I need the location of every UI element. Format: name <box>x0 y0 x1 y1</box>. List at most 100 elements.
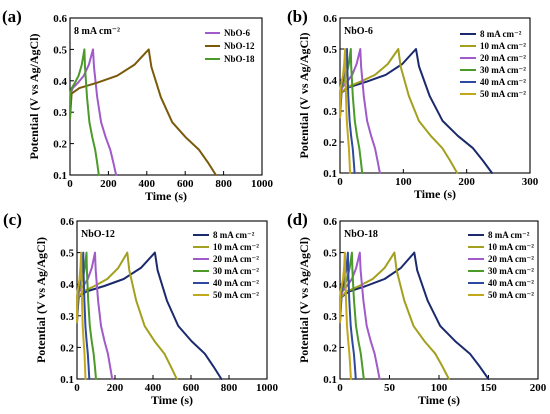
x-tick-label: 1000 <box>251 178 274 190</box>
y-tick-label: 0.6 <box>323 13 337 25</box>
series-curve-5 <box>339 251 352 380</box>
x-axis-label: Time (s) <box>151 393 193 407</box>
y-tick-label: 0.5 <box>53 44 67 56</box>
y-tick-label: 0.6 <box>53 13 67 25</box>
legend: NbO-6 NbO-12 NbO-18 <box>205 28 255 64</box>
legend-entry: 8 mA cm⁻² <box>488 230 530 240</box>
y-tick-label: 0.3 <box>53 107 67 119</box>
y-tick-label: 0.6 <box>323 216 337 228</box>
y-axis-label: Potential (V vs Ag/AgCl) <box>27 33 41 159</box>
series-curve-5 <box>76 251 87 380</box>
y-tick-label: 0.4 <box>323 75 337 87</box>
series-curve-0 <box>339 48 493 174</box>
panel-label: (b) <box>287 7 308 26</box>
x-tick-label: 200 <box>100 178 117 190</box>
x-tick-label: 200 <box>458 176 475 188</box>
panel-title: NbO-6 <box>344 26 373 37</box>
legend-entry: 50 mA cm⁻² <box>480 89 526 99</box>
legend-entry: 20 mA cm⁻² <box>488 254 534 264</box>
x-axis-label: Time (s) <box>414 187 456 201</box>
y-tick-label: 0.3 <box>323 106 337 118</box>
legend-entry: 30 mA cm⁻² <box>213 266 259 276</box>
chart-panel-c: 0 200 400 600 800 1000 0.1 0.2 0.3 0.4 0.5 0.6 Time … <box>3 210 279 407</box>
series-curve-2 <box>339 48 381 174</box>
legend-entry: NbO-6 <box>224 28 251 38</box>
legend: 8 mA cm⁻² 10 mA cm⁻² 20 mA cm⁻² 30 mA cm⁻² 4… <box>468 230 534 300</box>
legend: 8 mA cm⁻² 10 mA cm⁻² 20 mA cm⁻² 30 mA cm⁻² 4… <box>193 230 259 300</box>
x-tick-label: 600 <box>183 382 200 394</box>
legend-entry: 40 mA cm⁻² <box>488 278 534 288</box>
x-tick-label: 800 <box>215 178 232 190</box>
chart-panel-d: 0 50 100 150 200 0.1 0.2 0.3 0.4 0.5 0.6 Time (s) Po… <box>287 210 547 407</box>
x-tick-label: 0 <box>337 176 343 188</box>
x-tick-label: 300 <box>522 176 539 188</box>
x-tick-label: 150 <box>480 382 497 394</box>
y-tick-label: 0.5 <box>323 248 337 260</box>
x-tick-label: 100 <box>431 382 448 394</box>
legend-entry: 40 mA cm⁻² <box>480 77 526 87</box>
y-tick-label: 0.4 <box>60 279 74 291</box>
x-tick-label: 200 <box>107 382 124 394</box>
y-tick-label: 0.5 <box>60 248 74 260</box>
y-tick-label: 0.1 <box>323 168 337 180</box>
series-curve-0 <box>69 48 118 176</box>
x-tick-label: 600 <box>177 178 194 190</box>
series-curve-0 <box>76 251 223 380</box>
legend-entry: NbO-12 <box>224 41 255 51</box>
panel-label: (d) <box>287 210 308 229</box>
x-tick-label: 800 <box>221 382 238 394</box>
x-tick-label: 200 <box>530 382 547 394</box>
series-curve-1 <box>76 251 178 380</box>
x-tick-label: 100 <box>395 176 412 188</box>
legend-entry: 50 mA cm⁻² <box>488 290 534 300</box>
series-curve-2 <box>69 48 100 176</box>
x-tick-label: 1000 <box>256 382 279 394</box>
y-tick-label: 0.5 <box>323 44 337 56</box>
legend-entry: 10 mA cm⁻² <box>213 242 259 252</box>
panel-label: (c) <box>3 210 22 229</box>
chart-panel-a: 0 200 400 600 800 1000 0.1 0.2 0.3 0.4 0.5 0.6 Time … <box>2 7 274 203</box>
y-axis-label: Potential (V vs Ag/AgCl) <box>297 237 311 363</box>
series-curve-2 <box>339 251 381 380</box>
y-tick-label: 0.3 <box>323 311 337 323</box>
legend-entry: NbO-18 <box>224 54 255 64</box>
legend-entry: 10 mA cm⁻² <box>480 41 526 51</box>
chart-panel-b: 0 100 200 300 0.1 0.2 0.3 0.4 0.5 0.6 Time (s) Pote… <box>287 7 539 201</box>
y-tick-label: 0.4 <box>53 76 67 88</box>
series-curve-0 <box>339 251 490 380</box>
y-axis-label: Potential (V vs Ag/AgCl) <box>34 237 48 363</box>
y-tick-label: 0.1 <box>60 374 74 386</box>
panel-title: 8 mA cm⁻² <box>74 26 120 37</box>
y-tick-label: 0.2 <box>53 139 67 151</box>
x-axis-label: Time (s) <box>145 189 187 203</box>
legend-entry: 20 mA cm⁻² <box>213 254 259 264</box>
y-tick-label: 0.6 <box>60 216 74 228</box>
legend-entry: 30 mA cm⁻² <box>480 65 526 75</box>
panel-label: (a) <box>2 7 22 26</box>
legend-entry: 8 mA cm⁻² <box>480 29 522 39</box>
series-curve-2 <box>76 251 114 380</box>
y-tick-label: 0.1 <box>53 170 67 182</box>
legend-entry: 50 mA cm⁻² <box>213 290 259 300</box>
legend-entry: 10 mA cm⁻² <box>488 242 534 252</box>
series-curve-5 <box>339 48 352 174</box>
legend-entry: 20 mA cm⁻² <box>480 53 526 63</box>
y-tick-label: 0.4 <box>323 279 337 291</box>
series-curve-1 <box>339 48 459 174</box>
y-tick-label: 0.2 <box>323 342 337 354</box>
x-tick-label: 0 <box>337 382 343 394</box>
x-tick-label: 50 <box>384 382 396 394</box>
panel-title: NbO-12 <box>81 229 115 240</box>
x-tick-label: 0 <box>74 382 80 394</box>
y-axis-label: Potential (V vs Ag/AgCl) <box>297 32 311 158</box>
panel-title: NbO-18 <box>344 229 378 240</box>
y-tick-label: 0.2 <box>323 137 337 149</box>
y-tick-label: 0.2 <box>60 342 74 354</box>
legend-entry: 30 mA cm⁻² <box>488 266 534 276</box>
legend: 8 mA cm⁻² 10 mA cm⁻² 20 mA cm⁻² 30 mA cm⁻² 4… <box>460 29 526 99</box>
x-axis-label: Time (s) <box>418 393 460 407</box>
y-tick-label: 0.1 <box>323 374 337 386</box>
legend-entry: 40 mA cm⁻² <box>213 278 259 288</box>
legend-entry: 8 mA cm⁻² <box>213 230 255 240</box>
